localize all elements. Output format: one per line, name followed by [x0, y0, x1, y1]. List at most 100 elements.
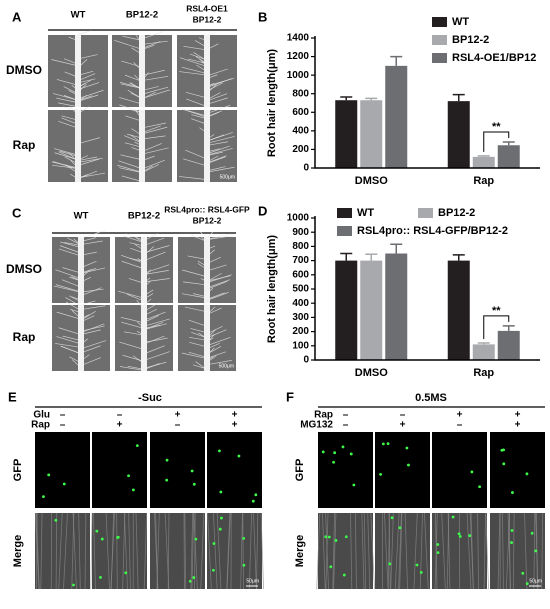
gfp-image: [490, 432, 545, 508]
gfp-nucleus: [457, 532, 461, 536]
gfp-nucleus: [219, 490, 223, 494]
gfp-nucleus: [502, 448, 505, 452]
root-hair: [56, 79, 79, 86]
root-hair: [80, 329, 101, 335]
y-tick-label: 100: [292, 340, 309, 351]
gfp-nucleus: [99, 575, 102, 579]
bar: [472, 344, 495, 360]
cell-wall: [40, 512, 43, 590]
row-label: Rap: [13, 330, 36, 344]
legend-swatch: [418, 208, 433, 218]
root-hair: [185, 91, 208, 99]
error-bar: [365, 253, 378, 261]
gfp-nucleus: [242, 536, 245, 540]
y-tick-label: 400: [292, 298, 309, 309]
column-header: WT: [74, 211, 89, 222]
cell-wall: [116, 512, 118, 590]
gfp-nucleus: [419, 571, 423, 574]
root-body: [78, 305, 84, 371]
root-hair: [179, 176, 208, 180]
gfp-nucleus: [468, 534, 472, 537]
root-hair: [119, 97, 143, 105]
root-body: [204, 110, 210, 182]
cell-wall: [367, 512, 371, 590]
root-hair: [206, 264, 227, 272]
root-hair: [55, 343, 82, 348]
cell-wall: [399, 512, 403, 590]
root-hair: [80, 288, 104, 293]
gfp-nucleus: [525, 472, 529, 476]
column-header: RSL4-OE1: [186, 3, 228, 13]
root-hair: [65, 297, 82, 307]
root-hair: [206, 360, 232, 366]
cell-wall: [93, 512, 96, 590]
root-hair: [184, 306, 208, 313]
cell-wall: [90, 512, 93, 590]
cell-wall: [361, 512, 365, 590]
gfp-nucleus: [381, 442, 385, 446]
significance-label: **: [492, 305, 501, 317]
gfp-nucleus: [254, 493, 258, 497]
error-bar: [390, 243, 403, 254]
cell-wall: [63, 512, 68, 590]
row-label: Merge: [12, 535, 24, 567]
scale-bar-label: 500μm: [220, 174, 235, 180]
cell-wall: [394, 512, 400, 590]
cell-wall: [200, 512, 205, 590]
gfp-nucleus: [502, 462, 506, 466]
root-hair: [121, 321, 145, 329]
cell-wall: [441, 512, 446, 590]
root-hair: [80, 345, 101, 354]
panel-label: F: [286, 389, 294, 404]
gfp-nucleus: [329, 565, 333, 569]
root-hair: [182, 281, 208, 286]
root-hair: [80, 323, 105, 333]
gfp-nucleus: [525, 582, 529, 586]
root-body: [78, 237, 84, 303]
treatment-state: +: [232, 420, 238, 431]
root-hair: [58, 120, 79, 129]
cell-wall: [122, 512, 126, 590]
x-tick-label: DMSO: [355, 367, 388, 379]
error-bar: [340, 96, 353, 101]
root-hair: [77, 82, 100, 90]
row-label: DMSO: [6, 63, 42, 77]
root-hair: [52, 161, 79, 170]
root-hair: [143, 298, 152, 306]
root-hair: [122, 235, 145, 244]
root-hair: [54, 148, 79, 156]
y-tick-label: 300: [292, 312, 309, 323]
treatment-state: –: [60, 410, 66, 421]
gfp-nucleus: [190, 469, 194, 473]
cell-wall: [419, 512, 423, 590]
legend-swatch: [432, 35, 447, 45]
cell-wall: [384, 512, 389, 590]
root-hair: [206, 97, 228, 105]
root-hair: [206, 292, 229, 301]
root-hair: [181, 66, 208, 74]
treatment-state: +: [232, 410, 238, 421]
cell-wall: [191, 512, 195, 590]
y-tick-label: 600: [292, 269, 309, 280]
root-hair: [143, 237, 165, 246]
gfp-nucleus: [188, 579, 192, 583]
y-tick-label: 500: [292, 284, 309, 295]
root-hair: [56, 97, 79, 103]
column-header: BP12-2: [126, 10, 158, 21]
y-axis-label: Root hair length(μm): [266, 235, 278, 344]
gfp-image: [150, 432, 205, 508]
cell-wall: [354, 512, 357, 590]
scale-bar-label: 500μm: [219, 363, 234, 369]
root-hair: [119, 366, 145, 371]
cell-wall: [128, 512, 131, 590]
error-bar: [365, 97, 378, 101]
root-hair: [58, 248, 82, 257]
root-hair: [143, 311, 166, 321]
cell-wall: [242, 512, 244, 590]
root-hair: [141, 40, 168, 45]
bar: [447, 260, 470, 360]
root-body: [204, 305, 210, 371]
gfp-nucleus: [352, 483, 356, 487]
column-header: BP12-2: [193, 14, 222, 24]
